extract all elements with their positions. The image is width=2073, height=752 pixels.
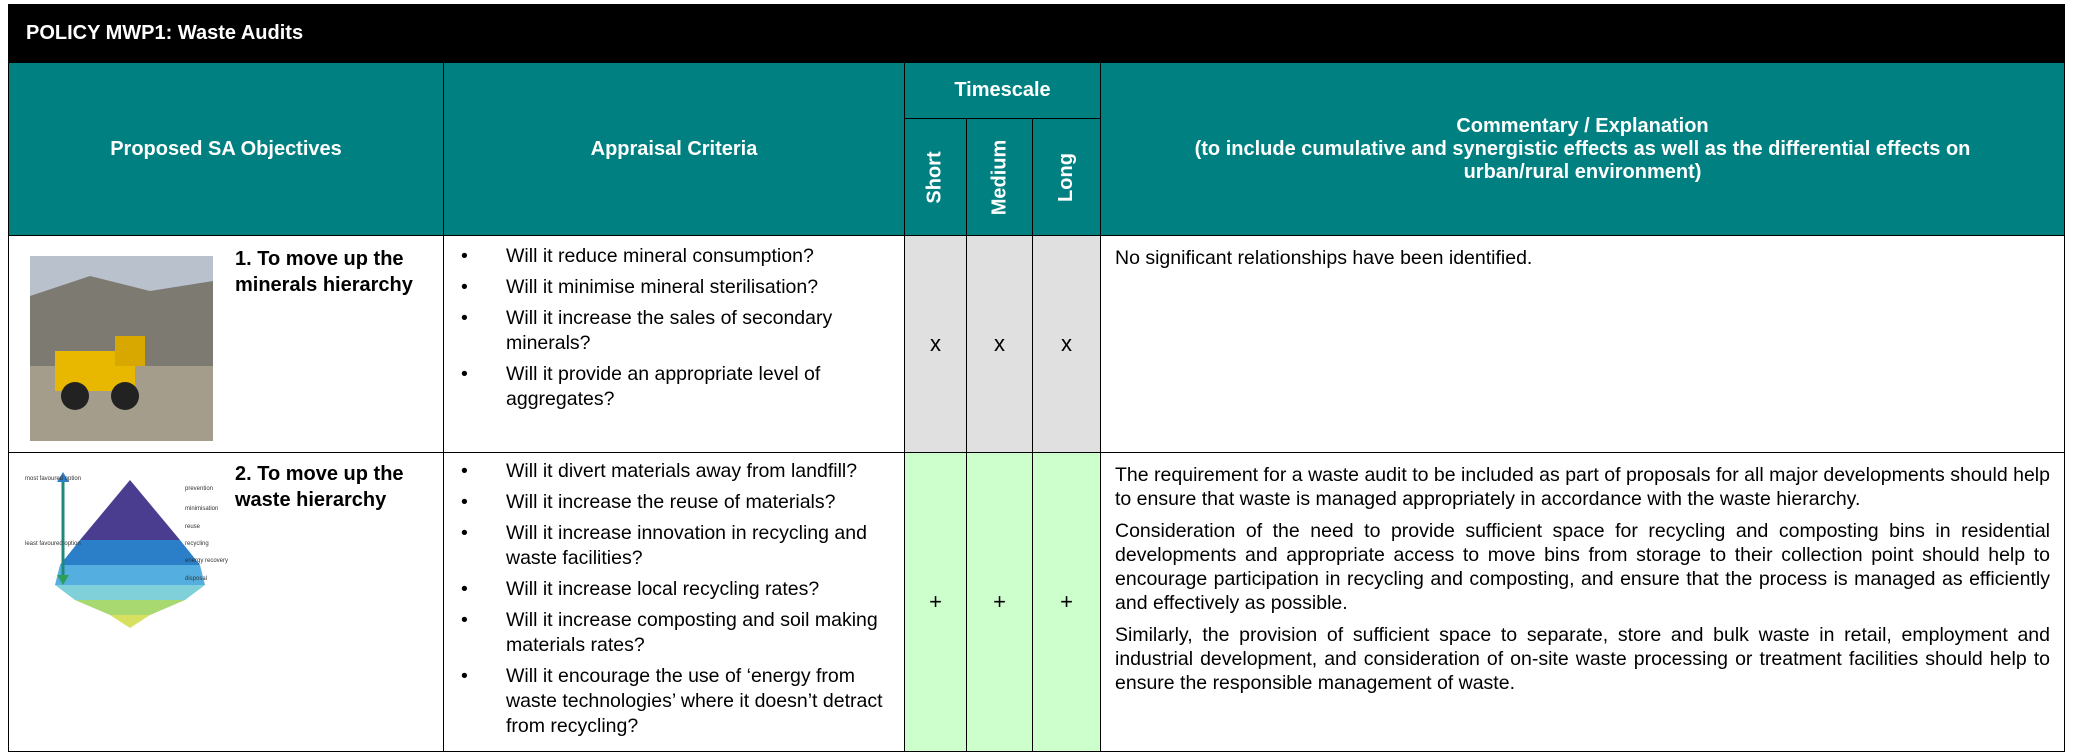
- pyramid-label: least favoured option: [25, 541, 81, 547]
- criterion: Will it divert materials away from landf…: [461, 459, 894, 484]
- commentary-paragraph: Similarly, the provision of sufficient s…: [1115, 624, 2050, 694]
- header-text: Short: [924, 150, 946, 204]
- commentary-paragraph: Consideration of the need to provide suf…: [1115, 520, 2050, 614]
- criterion: Will it increase composting and soil mak…: [461, 608, 894, 658]
- pyramid-label: disposal: [185, 576, 207, 582]
- criteria-list: Will it reduce mineral consumption? Will …: [461, 244, 894, 412]
- pyramid-label: minimisation: [185, 506, 218, 512]
- criteria-cell: Will it divert materials away from landf…: [443, 452, 905, 752]
- objective-cell: most favoured option least favoured optio…: [8, 452, 444, 752]
- column-header: Timescale: [904, 62, 1101, 119]
- header-text: Timescale: [954, 79, 1051, 101]
- objective-text: 2. To move up the waste hierarchy: [235, 463, 404, 511]
- header-text: Commentary / Explanation: [1456, 114, 1709, 137]
- criteria-list: Will it divert materials away from landf…: [461, 459, 894, 739]
- header-text: (to include cumulative and synergistic e…: [1194, 137, 1971, 183]
- timescale-cell: x: [904, 235, 967, 453]
- criteria-cell: Will it reduce mineral consumption? Will …: [443, 235, 905, 453]
- criterion: Will it increase local recycling rates?: [461, 577, 894, 602]
- column-header: Medium: [966, 118, 1033, 236]
- dump-truck-photo: [30, 256, 213, 441]
- pyramid-label: energy recovery: [185, 558, 228, 564]
- commentary-paragraph: No significant relationships have been i…: [1115, 247, 1533, 269]
- timescale-cell: +: [1032, 452, 1101, 752]
- header-text: Appraisal Criteria: [590, 137, 758, 160]
- column-header: Long: [1032, 118, 1101, 236]
- commentary-cell: No significant relationships have been i…: [1100, 235, 2065, 453]
- header-text: Long: [1055, 152, 1077, 202]
- commentary-cell: The requirement for a waste audit to be …: [1100, 452, 2065, 752]
- column-header: Short: [904, 118, 967, 236]
- criterion: Will it provide an appropriate level of …: [461, 362, 894, 412]
- objective-text: 1. To move up the minerals hierarchy: [235, 248, 413, 296]
- pyramid-label: most favoured option: [25, 476, 81, 482]
- pyramid-label: reuse: [185, 524, 201, 530]
- policy-title: POLICY MWP1: Waste Audits: [8, 4, 2065, 62]
- waste-pyramid: most favoured option least favoured optio…: [25, 472, 228, 628]
- timescale-cell: x: [1032, 235, 1101, 453]
- pyramid-label: prevention: [185, 486, 213, 492]
- commentary-paragraph: The requirement for a waste audit to be …: [1115, 464, 2050, 510]
- timescale-cell: x: [966, 235, 1033, 453]
- timescale-cell: +: [904, 452, 967, 752]
- column-header: Proposed SA Objectives: [8, 62, 444, 236]
- criterion: Will it increase the reuse of materials?: [461, 490, 894, 515]
- timescale-cell: +: [966, 452, 1033, 752]
- criterion: Will it encourage the use of ‘energy fro…: [461, 664, 894, 739]
- criterion: Will it minimise mineral sterilisation?: [461, 275, 894, 300]
- header-text: Proposed SA Objectives: [110, 137, 342, 160]
- objective-cell: 1. To move up the minerals hierarchy: [8, 235, 444, 453]
- criterion: Will it reduce mineral consumption?: [461, 244, 894, 269]
- column-header: Commentary / Explanation (to include cum…: [1100, 62, 2065, 236]
- criterion: Will it increase innovation in recycling…: [461, 521, 894, 571]
- column-header: Appraisal Criteria: [443, 62, 905, 236]
- header-text: Medium: [988, 139, 1010, 215]
- criterion: Will it increase the sales of secondary …: [461, 306, 894, 356]
- pyramid-label: recycling: [185, 541, 209, 547]
